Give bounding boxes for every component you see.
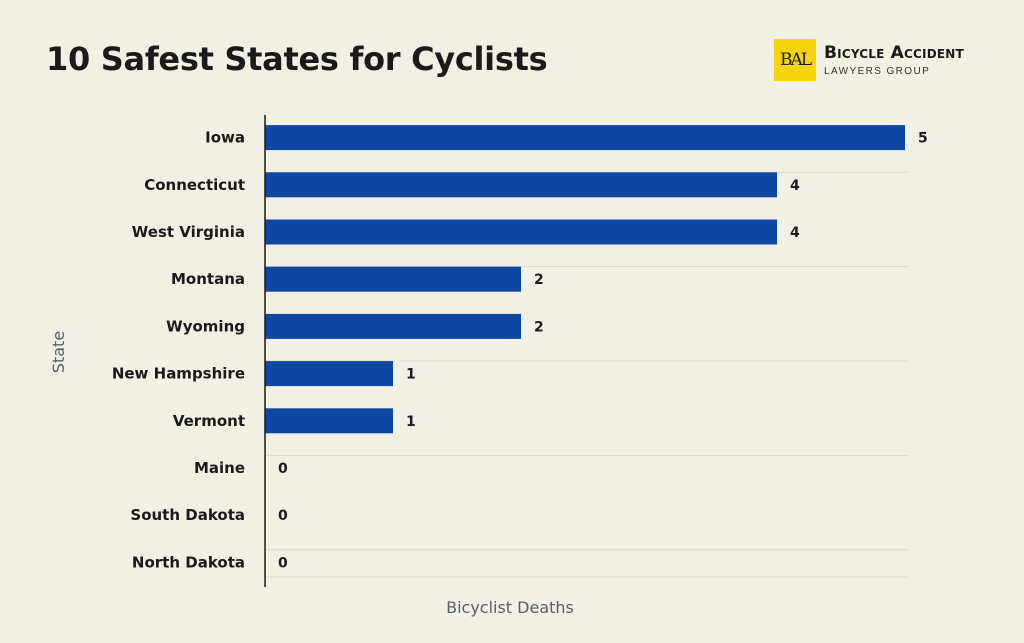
data-label: 0 bbox=[278, 508, 288, 524]
bar bbox=[265, 408, 393, 434]
bars bbox=[265, 125, 905, 434]
y-tick-label: Wyoming bbox=[166, 317, 245, 335]
logo-line2: LAWYERS GROUP bbox=[824, 66, 931, 77]
data-label: 4 bbox=[790, 178, 800, 194]
data-label: 0 bbox=[278, 555, 288, 571]
logo-text: Bicycle Accident LAWYERS GROUP bbox=[824, 43, 964, 77]
data-label: 2 bbox=[534, 319, 544, 335]
logo-mark: BAL bbox=[774, 39, 816, 81]
y-tick-label: North Dakota bbox=[132, 553, 245, 571]
bar bbox=[265, 313, 521, 339]
x-axis-title: Bicyclist Deaths bbox=[446, 598, 574, 617]
y-tick-label: Montana bbox=[171, 270, 245, 288]
gridlines bbox=[265, 171, 908, 578]
labels: Iowa 5 Connecticut 4 West Virginia 4 Montana 2 W… bbox=[112, 129, 928, 572]
bar bbox=[265, 266, 521, 292]
bar bbox=[265, 172, 777, 198]
y-tick-label: South Dakota bbox=[130, 506, 245, 524]
data-label: 4 bbox=[790, 225, 800, 241]
data-label: 1 bbox=[406, 414, 416, 430]
y-tick-label: New Hampshire bbox=[112, 365, 245, 383]
y-tick-label: West Virginia bbox=[132, 223, 245, 241]
data-label: 1 bbox=[406, 367, 416, 383]
y-tick-label: Maine bbox=[194, 459, 245, 477]
bar bbox=[265, 219, 777, 245]
data-label: 5 bbox=[918, 131, 928, 147]
brand-logo: BAL Bicycle Accident LAWYERS GROUP bbox=[774, 39, 964, 81]
bar bbox=[265, 361, 393, 387]
data-label: 2 bbox=[534, 272, 544, 288]
y-tick-label: Vermont bbox=[173, 412, 245, 430]
data-label: 0 bbox=[278, 461, 288, 477]
y-axis-title: State bbox=[49, 331, 68, 373]
logo-line1: Bicycle Accident bbox=[824, 43, 964, 63]
y-tick-label: Iowa bbox=[205, 129, 245, 147]
y-tick-label: Connecticut bbox=[144, 176, 245, 194]
bar bbox=[265, 125, 905, 151]
page-title: 10 Safest States for Cyclists bbox=[46, 40, 548, 78]
